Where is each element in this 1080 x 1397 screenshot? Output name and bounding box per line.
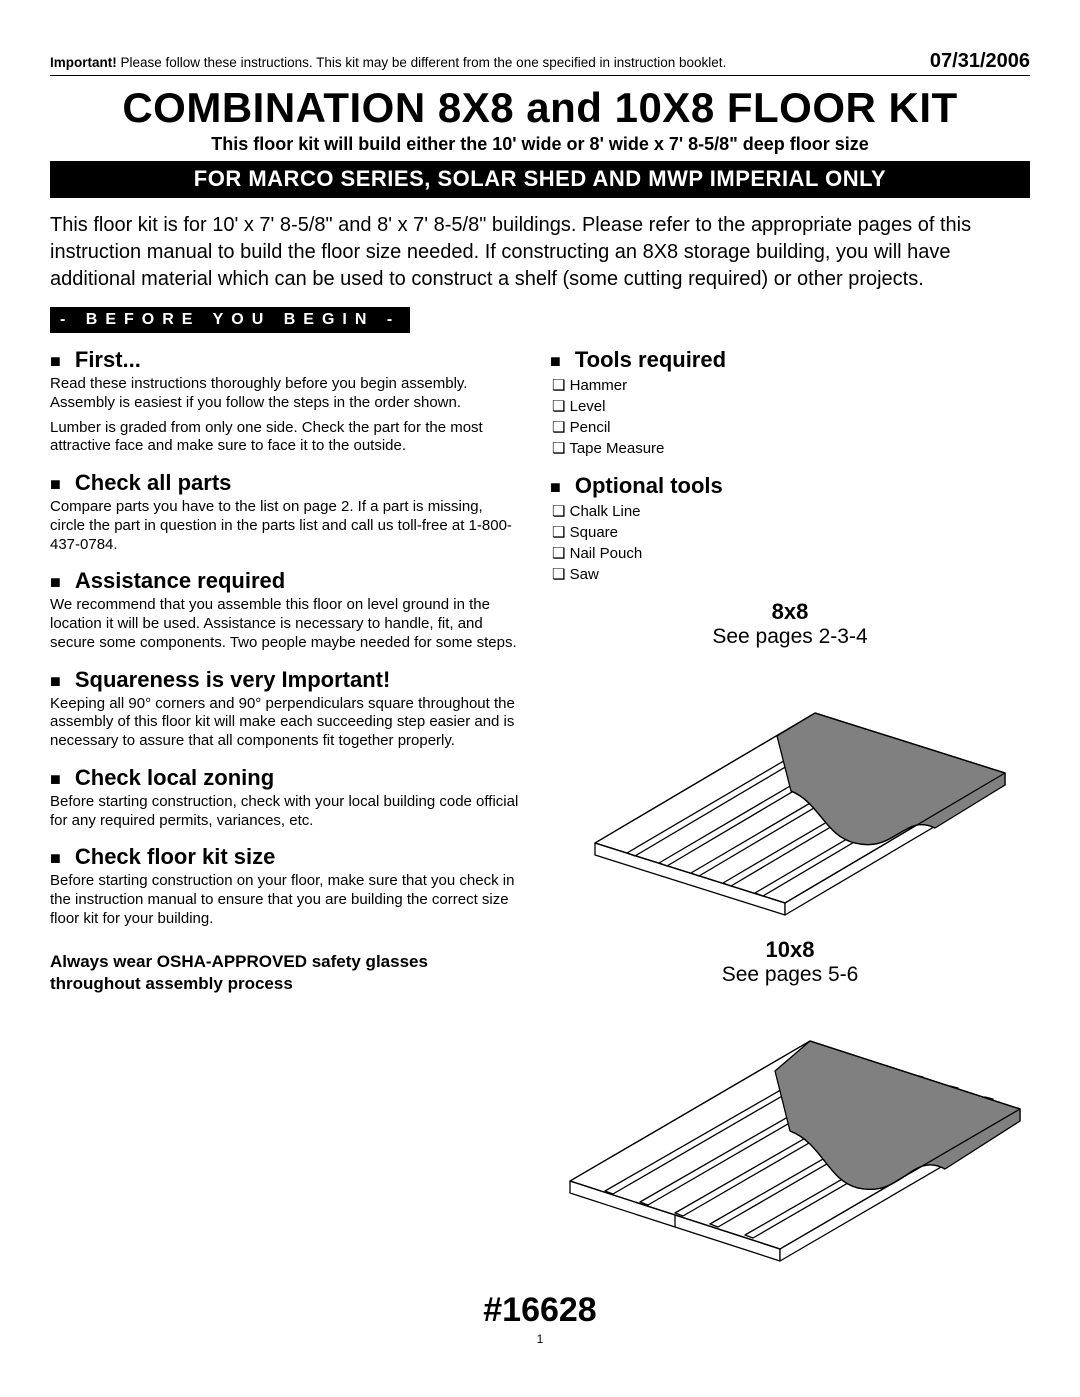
- right-column: Tools required HammerLevelPencilTape Mea…: [550, 347, 1030, 1271]
- top-warning-row: Important! Please follow these instructi…: [50, 50, 1030, 76]
- section-paragraph: We recommend that you assemble this floo…: [50, 596, 520, 652]
- checklist-item: Chalk Line: [552, 501, 1030, 522]
- safety-note: Always wear OSHA-APPROVED safety glasses…: [50, 951, 520, 995]
- optional-tools-list: Chalk LineSquareNail PouchSaw: [552, 501, 1030, 585]
- page-number: 1: [50, 1332, 1030, 1346]
- section-paragraph: Keeping all 90° corners and 90° perpendi…: [50, 695, 520, 751]
- tools-required-list: HammerLevelPencilTape Measure: [552, 375, 1030, 459]
- tools-required-heading: Tools required: [550, 347, 1030, 373]
- figure-8x8-sub: See pages 2-3-4: [550, 625, 1030, 649]
- intro-paragraph: This floor kit is for 10' x 7' 8-5/8" an…: [50, 212, 1030, 293]
- figure-8x8: [550, 653, 1030, 923]
- checklist-item: Pencil: [552, 417, 1030, 438]
- page-subtitle: This floor kit will build either the 10'…: [50, 134, 1030, 155]
- section-heading: Squareness is very Important!: [50, 667, 520, 693]
- top-warning-bold: Important!: [50, 55, 117, 70]
- checklist-item: Nail Pouch: [552, 543, 1030, 564]
- top-warning-text: Please follow these instructions. This k…: [117, 55, 727, 70]
- section-heading: Check floor kit size: [50, 844, 520, 870]
- checklist-item: Saw: [552, 564, 1030, 585]
- checklist-item: Level: [552, 396, 1030, 417]
- checklist-item: Square: [552, 522, 1030, 543]
- page-title: COMBINATION 8X8 and 10X8 FLOOR KIT: [50, 84, 1030, 132]
- section-paragraph: Compare parts you have to the list on pa…: [50, 498, 520, 554]
- section-paragraph: Before starting construction on your flo…: [50, 872, 520, 928]
- checklist-item: Hammer: [552, 375, 1030, 396]
- section-heading: Assistance required: [50, 568, 520, 594]
- figure-10x8-title: 10x8: [550, 937, 1030, 963]
- section-paragraph: Before starting construction, check with…: [50, 793, 520, 831]
- part-number: #16628: [50, 1291, 1030, 1330]
- section-paragraph: Lumber is graded from only one side. Che…: [50, 419, 520, 457]
- top-warning: Important! Please follow these instructi…: [50, 55, 726, 70]
- section-heading: First...: [50, 347, 520, 373]
- figure-8x8-title: 8x8: [550, 599, 1030, 625]
- before-you-begin-bar: - BEFORE YOU BEGIN -: [50, 307, 410, 333]
- checklist-item: Tape Measure: [552, 438, 1030, 459]
- document-date: 07/31/2006: [930, 50, 1030, 73]
- optional-tools-heading: Optional tools: [550, 473, 1030, 499]
- section-heading: Check local zoning: [50, 765, 520, 791]
- figure-10x8: [550, 991, 1030, 1271]
- section-paragraph: Read these instructions thoroughly befor…: [50, 375, 520, 413]
- left-column: First...Read these instructions thorough…: [50, 347, 520, 1271]
- series-bar: FOR MARCO SERIES, SOLAR SHED AND MWP IMP…: [50, 161, 1030, 198]
- figure-10x8-sub: See pages 5-6: [550, 963, 1030, 987]
- section-heading: Check all parts: [50, 470, 520, 496]
